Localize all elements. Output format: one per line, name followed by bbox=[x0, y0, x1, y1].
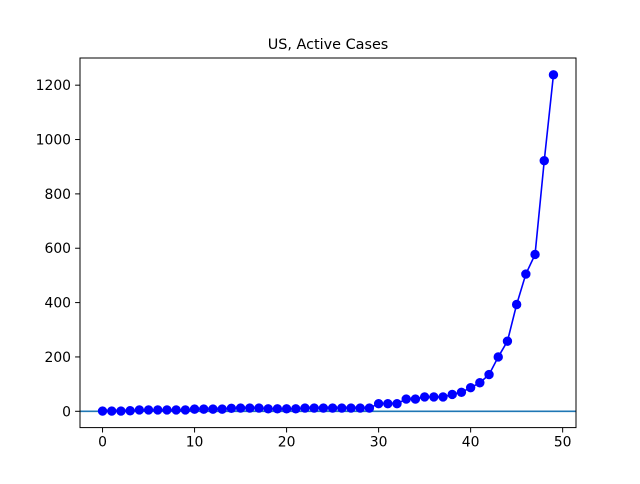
data-point bbox=[521, 269, 531, 279]
data-point bbox=[245, 403, 255, 413]
x-tick-label: 20 bbox=[278, 435, 296, 451]
data-point bbox=[97, 406, 108, 416]
x-tick-label: 0 bbox=[98, 435, 107, 451]
y-tick-label: 600 bbox=[44, 241, 71, 257]
data-point bbox=[134, 405, 145, 415]
data-point bbox=[125, 406, 135, 416]
data-point bbox=[456, 387, 467, 397]
y-tick-label: 400 bbox=[44, 296, 71, 312]
data-point bbox=[502, 336, 513, 346]
data-point bbox=[189, 404, 200, 414]
data-point bbox=[548, 70, 559, 80]
data-point bbox=[530, 249, 540, 260]
data-point bbox=[539, 156, 549, 166]
data-point bbox=[226, 403, 237, 414]
data-point bbox=[493, 352, 503, 362]
data-point bbox=[318, 403, 329, 413]
data-point bbox=[465, 382, 476, 393]
x-tick-label: 30 bbox=[370, 435, 388, 451]
data-point bbox=[355, 403, 365, 413]
y-tick-label: 200 bbox=[44, 350, 71, 366]
data-point bbox=[484, 369, 494, 380]
x-tick-label: 50 bbox=[554, 435, 572, 451]
data-point bbox=[383, 398, 393, 409]
data-point bbox=[511, 299, 522, 310]
data-point bbox=[263, 404, 273, 414]
data-point bbox=[392, 398, 402, 409]
data-point bbox=[429, 392, 439, 402]
data-point bbox=[235, 403, 246, 413]
data-point bbox=[327, 403, 338, 413]
data-point bbox=[281, 404, 292, 414]
data-point bbox=[180, 405, 191, 415]
x-tick-label: 10 bbox=[186, 435, 204, 451]
data-point bbox=[107, 406, 117, 416]
data-point bbox=[199, 404, 209, 414]
y-tick-label: 1000 bbox=[36, 133, 71, 149]
data-point bbox=[337, 403, 347, 413]
data-point bbox=[254, 403, 264, 413]
data-point bbox=[438, 392, 448, 402]
data-point bbox=[447, 389, 457, 400]
data-point bbox=[116, 406, 126, 416]
data-point bbox=[373, 398, 384, 409]
data-point bbox=[162, 405, 172, 415]
data-point bbox=[300, 403, 310, 413]
data-point bbox=[217, 404, 227, 414]
data-series bbox=[97, 70, 559, 416]
data-point bbox=[419, 392, 430, 402]
data-point bbox=[208, 404, 218, 414]
axes: 0 10 20 30 40 50 0 200 400 600 800 1000 1200 bbox=[36, 78, 572, 450]
data-point bbox=[272, 404, 283, 414]
plot-area-frame bbox=[79, 57, 577, 429]
y-tick-label: 0 bbox=[62, 404, 71, 420]
y-tick-label: 1200 bbox=[36, 78, 71, 94]
data-point bbox=[143, 405, 154, 415]
y-tick-label: 800 bbox=[44, 187, 71, 203]
data-point bbox=[401, 394, 411, 404]
data-point bbox=[475, 378, 485, 388]
data-point bbox=[346, 403, 356, 413]
x-tick-label: 40 bbox=[462, 435, 480, 451]
data-point bbox=[309, 403, 319, 413]
data-point bbox=[153, 405, 163, 415]
data-point bbox=[410, 394, 421, 404]
data-point bbox=[171, 405, 181, 415]
chart-title: US, Active Cases bbox=[268, 37, 389, 53]
data-point bbox=[291, 404, 301, 414]
data-point bbox=[364, 403, 375, 413]
